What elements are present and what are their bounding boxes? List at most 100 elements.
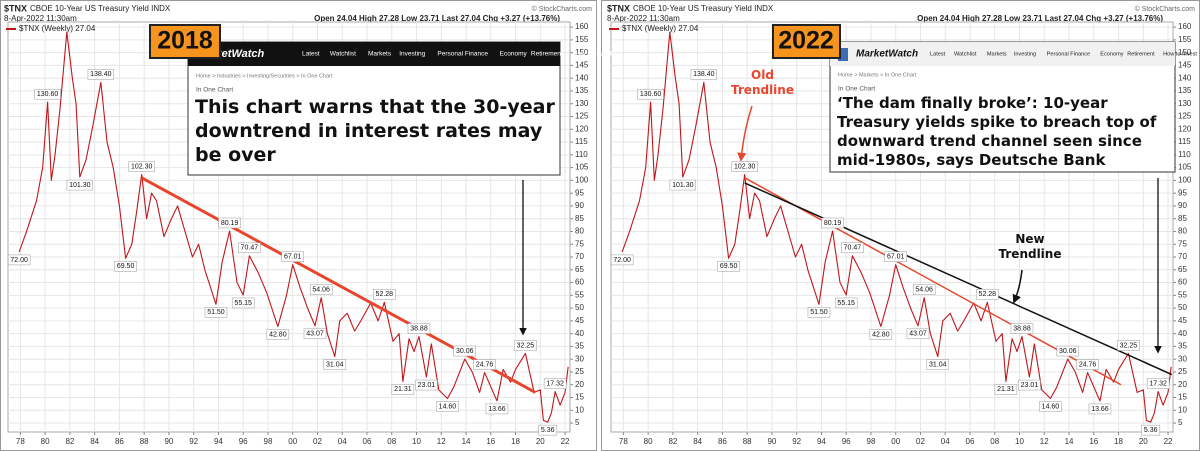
- badge-text: 2022: [778, 27, 834, 55]
- x-tick-label: 20: [1139, 437, 1148, 446]
- y-tick-label: 95: [1178, 188, 1187, 197]
- annotation-label: 70.47: [241, 245, 259, 252]
- x-tick-label: 00: [288, 437, 297, 446]
- annotation-box: [323, 359, 347, 370]
- annotation-label: 24.76: [1079, 361, 1097, 368]
- x-tick-label: 78: [16, 437, 25, 446]
- annotation-box: [407, 323, 431, 334]
- annotation-label: 54.06: [915, 287, 933, 294]
- source: © StockCharts.com: [1135, 5, 1196, 13]
- x-tick-label: 14: [462, 437, 471, 446]
- x-tick-label: 92: [792, 437, 801, 446]
- headline: This chart warns that the 30-year downtr…: [195, 96, 555, 166]
- annotation-box: [415, 379, 438, 391]
- annotation-box: [473, 359, 496, 370]
- callout: Old Trendline: [731, 68, 794, 97]
- annotation-label: 101.30: [672, 182, 694, 189]
- x-tick-label: 94: [817, 437, 826, 446]
- title: $TNX: [4, 3, 27, 13]
- nav-item: Investing: [1014, 51, 1036, 57]
- x-tick-label: 02: [916, 437, 925, 446]
- annotation-label: 54.06: [312, 287, 330, 294]
- x-tick-label: 98: [264, 437, 273, 446]
- annotation-label: 67.01: [887, 253, 905, 260]
- x-tick-label: 22: [1164, 437, 1173, 446]
- annotation-box: [994, 384, 1018, 395]
- title: $TNX: [607, 3, 630, 13]
- annotation-label: 69.50: [117, 263, 135, 270]
- y-tick-label: 145: [1178, 61, 1192, 70]
- y-tick-label: 15: [575, 393, 584, 402]
- y-tick-label: 75: [1178, 239, 1187, 248]
- y-tick-label: 115: [575, 137, 588, 146]
- annotation-box: [453, 345, 477, 357]
- nav-item: Personal Finance: [1047, 51, 1091, 57]
- y-tick-label: 120: [1178, 124, 1192, 133]
- annotation-label: 32.25: [1120, 342, 1138, 349]
- annotation-box: [1056, 345, 1080, 357]
- annotation-label: 55.15: [234, 300, 252, 307]
- annotation-box: [912, 284, 936, 295]
- quote: Open 24.04 High 27.28 Low 23.71 Last 27.…: [917, 14, 1163, 23]
- callout: New Trendline: [998, 232, 1062, 261]
- annotation-box: [538, 424, 558, 436]
- nav: Latest Watchlist Markets Investing Personal …: [302, 51, 612, 58]
- breadcrumb: Home > Markets > In One Chart: [838, 72, 917, 78]
- x-tick-label: 92: [189, 437, 198, 446]
- y-tick-label: 105: [1178, 163, 1192, 172]
- subtitle: CBOE 10-Year US Treasury Yield INDX: [30, 4, 171, 13]
- annotation-box: [1039, 401, 1062, 412]
- x-tick-label: 12: [1040, 437, 1049, 446]
- headline: ‘The dam finally broke’: 10-year Treasur…: [837, 94, 1157, 169]
- y-tick-label: 130: [575, 99, 589, 108]
- nav-item: Watchlist: [330, 51, 356, 58]
- nav-item: Personal Finance: [437, 51, 488, 58]
- annotation-label: 38.88: [1013, 325, 1031, 332]
- y-tick-label: 120: [575, 124, 589, 133]
- x-tick-label: 84: [693, 437, 702, 446]
- annotation-label: 102.30: [734, 163, 756, 170]
- annotation-box: [66, 179, 93, 191]
- date: 8-Apr-2022 11:30am: [607, 14, 680, 23]
- annotation-box: [1088, 403, 1112, 415]
- annotation-label: 138.40: [693, 71, 715, 78]
- y-tick-label: 125: [1178, 112, 1192, 121]
- x-tick-label: 86: [115, 437, 124, 446]
- annotation-label: 31.04: [929, 361, 947, 368]
- x-tick-label: 94: [214, 437, 223, 446]
- nav-item: Retirement: [1127, 51, 1155, 57]
- y-tick-label: 80: [1178, 227, 1187, 236]
- y-tick-label: 60: [1178, 278, 1187, 287]
- annotation-box: [391, 384, 415, 395]
- annotation-label: 30.06: [456, 348, 474, 355]
- annotation-box: [869, 329, 893, 340]
- y-tick-label: 135: [1178, 86, 1192, 95]
- badge: [149, 24, 221, 59]
- inset-header: [830, 42, 1175, 66]
- section: In One Chart: [838, 86, 875, 93]
- annotation-box: [373, 289, 396, 300]
- annotation-label: 5.36: [1144, 427, 1158, 434]
- annotation-label: 21.31: [394, 386, 412, 393]
- inset-header: [188, 42, 560, 66]
- x-tick-label: 78: [619, 437, 628, 446]
- trendline: [140, 176, 537, 394]
- annotation-box: [281, 251, 304, 262]
- x-tick-label: 16: [486, 437, 495, 446]
- y-tick-label: 35: [1178, 342, 1187, 351]
- annotation-label: 80.19: [824, 220, 842, 227]
- annotation-label: 72.00: [10, 257, 28, 264]
- nav-item: Watchlist: [954, 51, 977, 57]
- subtitle: CBOE 10-Year US Treasury Yield INDX: [633, 4, 774, 13]
- annotation-box: [841, 242, 864, 254]
- y-tick-label: 160: [575, 22, 589, 31]
- annotation-box: [1076, 359, 1099, 370]
- x-tick-label: 90: [164, 437, 173, 446]
- y-tick-label: 40: [575, 329, 584, 338]
- y-tick-label: 70: [575, 252, 584, 261]
- annotation-label: 51.50: [207, 309, 225, 316]
- annotation-box: [543, 378, 567, 389]
- x-tick-label: 16: [1089, 437, 1098, 446]
- x-tick-label: 80: [644, 437, 653, 446]
- menu-icon: [838, 48, 848, 61]
